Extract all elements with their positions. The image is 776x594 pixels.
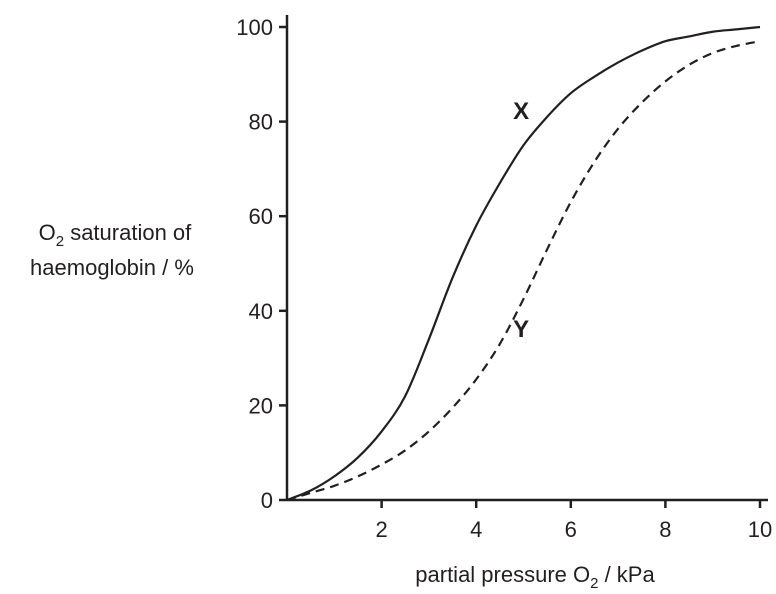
x-tick-label: 6 — [565, 517, 577, 542]
y-tick-label: 40 — [249, 299, 273, 324]
axes — [285, 15, 768, 502]
curve-x — [286, 25, 761, 502]
x-tick-label: 4 — [470, 517, 482, 542]
x-axis-title-prefix: partial pressure O — [415, 562, 590, 587]
y-axis-title-subscript: 2 — [56, 233, 64, 250]
x-tick-label: 2 — [375, 517, 387, 542]
curve-y — [286, 40, 761, 502]
tick-labels: 0 20 40 60 80 100 2 4 6 8 10 — [236, 15, 772, 542]
x-axis-title: partial pressure O2 / kPa — [415, 562, 655, 592]
series-label-y: Y — [513, 316, 529, 343]
y-axis-title-suffix: saturation of — [64, 220, 192, 245]
y-axis-title: O2 saturation of haemoglobin / % — [30, 220, 197, 280]
series-label-x: X — [513, 98, 529, 125]
y-tick-label: 60 — [249, 204, 273, 229]
y-tick-label: 80 — [249, 110, 273, 135]
x-tick-label: 8 — [659, 517, 671, 542]
tick-marks — [279, 25, 762, 508]
curves — [286, 25, 761, 502]
y-axis-title-prefix: O — [39, 220, 56, 245]
x-tick-label: 10 — [748, 517, 772, 542]
x-axis-title-subscript: 2 — [590, 575, 598, 592]
y-tick-label: 20 — [249, 393, 273, 418]
y-tick-label: 100 — [236, 15, 273, 40]
y-axis-title-line2: haemoglobin / % — [30, 255, 194, 280]
x-axis-title-suffix: / kPa — [598, 562, 655, 587]
y-tick-label: 0 — [261, 488, 273, 513]
series-labels: XY — [513, 98, 529, 343]
